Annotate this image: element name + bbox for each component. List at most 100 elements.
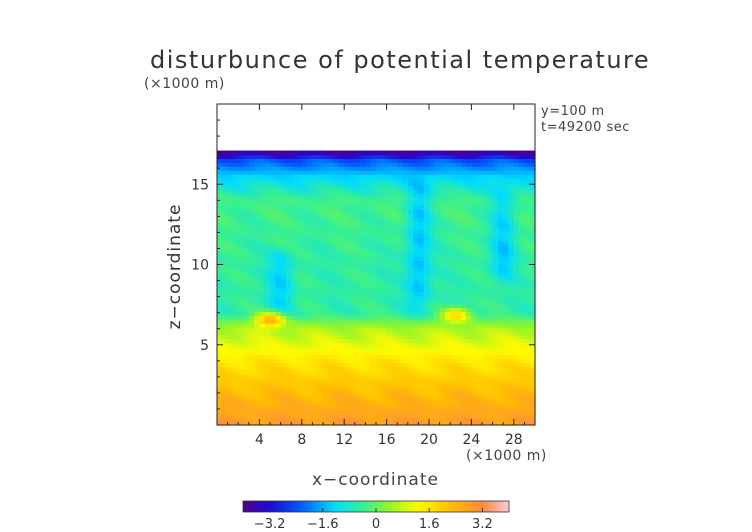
heatmap-cell (497, 326, 504, 332)
heatmap-cell (354, 154, 361, 159)
heatmap-cell (429, 374, 435, 379)
heatmap-cell (513, 181, 520, 187)
heatmap-cell (360, 154, 366, 159)
heatmap-cell (243, 166, 250, 171)
heatmap-cell (492, 421, 499, 426)
heatmap-cell (317, 303, 324, 308)
heatmap-cell (402, 358, 409, 363)
heatmap-cell (270, 299, 276, 305)
heatmap-cell (391, 252, 398, 258)
heatmap-cell (254, 193, 260, 199)
heatmap-cell (503, 307, 510, 312)
heatmap-cell (354, 174, 361, 179)
heatmap-cell (344, 264, 351, 269)
heatmap-cell (296, 221, 303, 226)
heatmap-cell (482, 181, 488, 187)
heatmap-cell (328, 279, 335, 285)
heatmap-cell (370, 366, 377, 371)
heatmap-cell (349, 150, 356, 156)
heatmap-cell (460, 315, 467, 320)
heatmap-cell (386, 272, 393, 277)
heatmap-cell (492, 358, 499, 363)
heatmap-cell (455, 197, 462, 203)
heatmap-cell (259, 236, 266, 242)
heatmap-cell (232, 272, 239, 277)
heatmap-cell (508, 248, 515, 254)
heatmap-cell (312, 201, 319, 207)
heatmap-cell (513, 346, 520, 352)
heatmap-cell (354, 150, 361, 156)
heatmap-cell (381, 370, 388, 375)
heatmap-cell (328, 170, 335, 175)
heatmap-cell (275, 385, 282, 391)
heatmap-cell (344, 260, 351, 265)
heatmap-cell (439, 150, 446, 156)
heatmap-cell (285, 236, 292, 242)
heatmap-cell (301, 283, 308, 289)
heatmap-cell (376, 307, 382, 312)
heatmap-cell (328, 377, 335, 383)
heatmap-cell (285, 417, 292, 422)
heatmap-cell (402, 236, 409, 242)
heatmap-cell (360, 174, 366, 179)
heatmap-cell (291, 279, 298, 285)
heatmap-cell (434, 193, 441, 199)
heatmap-cell (434, 354, 441, 359)
heatmap-cell (386, 260, 393, 265)
heatmap-cell (444, 185, 451, 191)
heatmap-cell (217, 405, 223, 410)
heatmap-cell (328, 295, 335, 301)
heatmap-cell (307, 385, 313, 391)
heatmap-cell (471, 334, 478, 340)
heatmap-cell (439, 240, 446, 246)
heatmap-cell (513, 248, 520, 254)
heatmap-cell (264, 397, 271, 403)
heatmap-cell (487, 264, 494, 269)
heatmap-cell (376, 315, 382, 320)
heatmap-cell (376, 174, 382, 179)
heatmap-cell (323, 197, 329, 203)
heatmap-cell (391, 326, 398, 332)
heatmap-cell (333, 170, 340, 175)
heatmap-cell (280, 240, 287, 246)
heatmap-cell (376, 291, 382, 297)
heatmap-cell (529, 421, 536, 426)
heatmap-cell (344, 362, 351, 367)
heatmap-cell (391, 276, 398, 281)
heatmap-cell (418, 330, 425, 336)
heatmap-cell (455, 307, 462, 312)
heatmap-cell (397, 283, 404, 289)
heatmap-cell (248, 362, 255, 367)
heatmap-cell (466, 276, 472, 281)
heatmap-cell (333, 358, 340, 363)
heatmap-cell (296, 248, 303, 254)
heatmap-cell (402, 401, 409, 406)
heatmap-cell (450, 201, 457, 207)
heatmap-cell (381, 197, 388, 203)
heatmap-cell (275, 244, 282, 250)
heatmap-cell (524, 217, 531, 222)
heatmap-cell (354, 311, 361, 316)
heatmap-cell (524, 421, 531, 426)
heatmap-cell (333, 291, 340, 297)
heatmap-cell (232, 189, 239, 195)
heatmap-cell (413, 291, 419, 297)
heatmap-cell (370, 350, 377, 356)
heatmap-cell (259, 330, 266, 336)
heatmap-cell (455, 342, 462, 348)
heatmap-cell (492, 170, 499, 175)
heatmap-cell (529, 287, 536, 293)
heatmap-cell (439, 346, 446, 352)
heatmap-cell (275, 295, 282, 301)
heatmap-cell (323, 232, 329, 238)
heatmap-cell (429, 417, 435, 422)
heatmap-cell (466, 197, 472, 203)
heatmap-cell (402, 177, 409, 183)
heatmap-cell (365, 276, 372, 281)
heatmap-cell (476, 181, 483, 187)
heatmap-cell (264, 291, 271, 297)
heatmap-cell (370, 334, 377, 340)
heatmap-cell (227, 346, 234, 352)
heatmap-cell (487, 338, 494, 344)
heatmap-cell (391, 334, 398, 340)
